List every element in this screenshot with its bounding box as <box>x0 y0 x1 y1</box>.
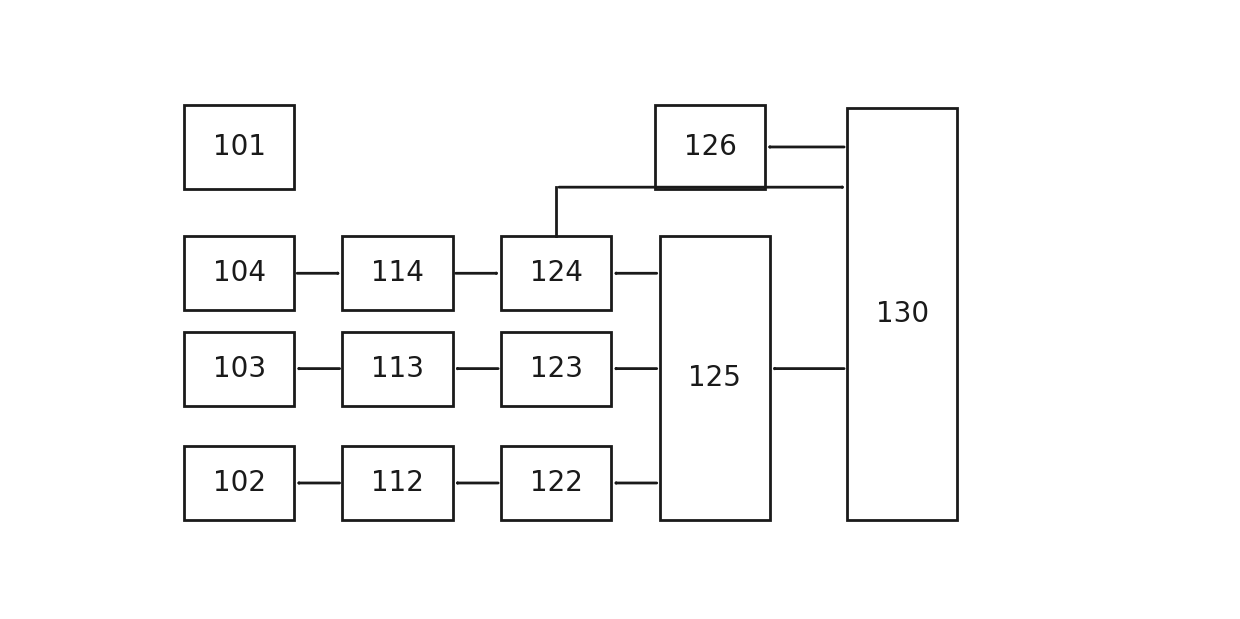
Text: 101: 101 <box>212 133 265 161</box>
FancyBboxPatch shape <box>847 108 957 520</box>
FancyBboxPatch shape <box>184 332 294 405</box>
FancyBboxPatch shape <box>655 105 765 189</box>
Text: 104: 104 <box>212 259 265 287</box>
Text: 126: 126 <box>683 133 737 161</box>
Text: 130: 130 <box>875 300 929 328</box>
Text: 124: 124 <box>529 259 583 287</box>
FancyBboxPatch shape <box>184 236 294 310</box>
Text: 112: 112 <box>371 469 424 497</box>
FancyBboxPatch shape <box>342 446 453 520</box>
Text: 122: 122 <box>529 469 583 497</box>
Text: 103: 103 <box>212 355 265 383</box>
Text: 123: 123 <box>529 355 583 383</box>
FancyBboxPatch shape <box>501 332 611 405</box>
FancyBboxPatch shape <box>501 236 611 310</box>
FancyBboxPatch shape <box>342 236 453 310</box>
FancyBboxPatch shape <box>184 446 294 520</box>
Text: 102: 102 <box>212 469 265 497</box>
Text: 125: 125 <box>688 364 742 392</box>
FancyBboxPatch shape <box>501 446 611 520</box>
FancyBboxPatch shape <box>660 236 770 520</box>
FancyBboxPatch shape <box>184 105 294 189</box>
FancyBboxPatch shape <box>342 332 453 405</box>
Text: 113: 113 <box>371 355 424 383</box>
Text: 114: 114 <box>371 259 424 287</box>
